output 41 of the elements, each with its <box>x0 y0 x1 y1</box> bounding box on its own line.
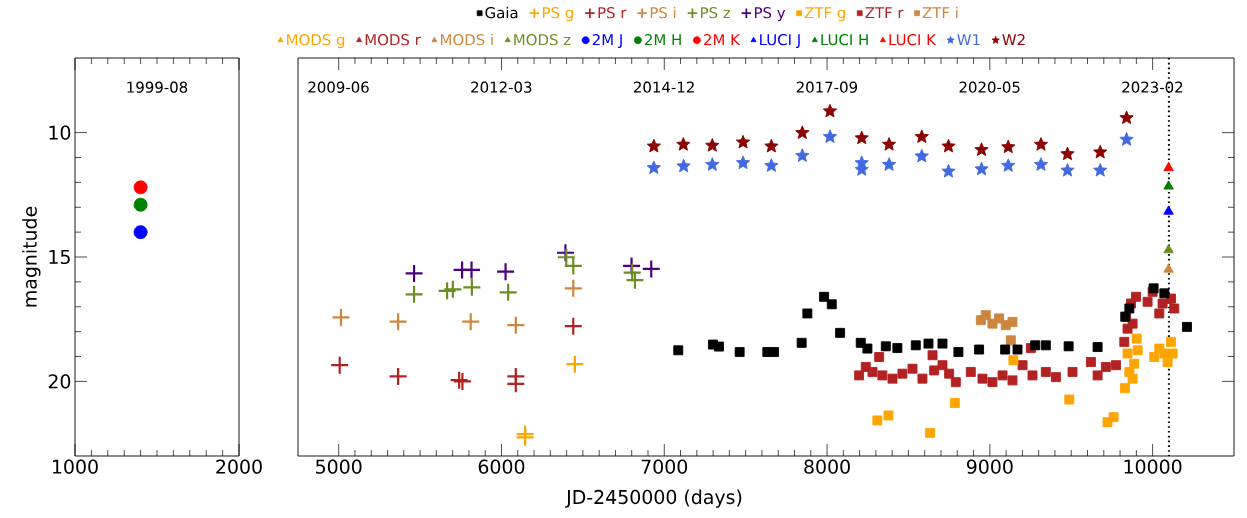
legend-label: MODS z <box>514 34 571 46</box>
legend-label: PS z <box>701 7 731 19</box>
x-tick-label: 7000 <box>641 459 688 474</box>
legend-label: LUCI K <box>889 34 937 46</box>
x-tick-label: 2000 <box>216 459 262 474</box>
x-tick-label: 9000 <box>966 459 1013 474</box>
legend-label: LUCI H <box>821 34 868 46</box>
legend-label: W2 <box>1002 34 1025 46</box>
legend-label: MODS i <box>441 33 493 46</box>
y-axis-title: magnitude <box>22 206 41 307</box>
x-tick-label: 8000 <box>804 459 850 474</box>
legend-label: Gaia <box>485 6 518 19</box>
legend-label: MODS g <box>287 34 345 49</box>
legend-label: W1 <box>957 34 980 46</box>
x-tick-label: 5000 <box>316 459 362 474</box>
x2-tick-label: 2023-02 <box>1122 81 1183 93</box>
x2-tick-label: 2012-03 <box>471 81 532 93</box>
legend-label: 2M J <box>592 34 622 49</box>
x2-tick-label: 2014-12 <box>633 81 694 93</box>
legend-label: ZTF g <box>804 7 845 22</box>
x2-tick-label: 2017-09 <box>796 81 858 93</box>
y-tick-label: 10 <box>49 125 71 140</box>
x-tick-label: 6000 <box>478 459 525 474</box>
x2-tick-label: 2009-06 <box>308 81 369 93</box>
x-tick-label: 10000 <box>1124 459 1182 474</box>
legend-label: 2M K <box>704 34 741 46</box>
legend-label: PS i <box>650 6 676 19</box>
legend-label: 2M H <box>645 34 681 46</box>
legend-label: MODS r <box>365 34 421 46</box>
legend-label: ZTF r <box>865 7 904 19</box>
annotation: 1999-08 <box>127 81 188 93</box>
legend-label: PS y <box>754 7 786 22</box>
legend-label: PS g <box>542 7 573 22</box>
x-axis-title: JD-2450000 (days) <box>565 489 742 508</box>
legend-label: ZTF i <box>922 6 958 19</box>
y-tick-label: 15 <box>49 249 70 265</box>
y-tick-label: 20 <box>48 374 71 389</box>
legend-label: LUCI J <box>760 34 800 49</box>
legend-label: PS r <box>598 7 627 19</box>
x-tick-label: 1000 <box>52 459 98 474</box>
x2-tick-label: 2020-05 <box>959 81 1020 93</box>
